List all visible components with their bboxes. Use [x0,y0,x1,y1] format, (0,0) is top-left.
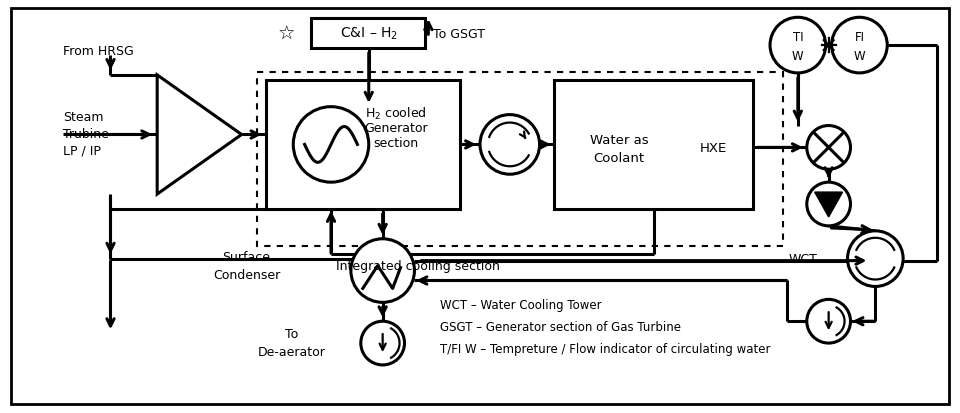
Text: Generator: Generator [364,121,427,134]
Circle shape [770,18,826,74]
Text: WCT: WCT [789,252,818,266]
Text: C&I – H$_2$: C&I – H$_2$ [340,26,397,42]
Circle shape [806,126,851,170]
Text: TI: TI [793,31,804,43]
Text: From HRSG: From HRSG [62,45,133,57]
Text: Water as: Water as [589,134,648,147]
Text: WCT – Water Cooling Tower: WCT – Water Cooling Tower [441,299,602,312]
Text: Condenser: Condenser [213,268,280,281]
Text: section: section [373,137,419,150]
Text: To: To [285,327,298,340]
Text: To GSGT: To GSGT [433,28,486,40]
Text: T/FI W – Tempreture / Flow indicator of circulating water: T/FI W – Tempreture / Flow indicator of … [441,342,771,355]
Circle shape [361,321,404,365]
Bar [311,19,425,49]
Text: Steam
Trubine
LP / IP: Steam Trubine LP / IP [62,110,108,157]
Bar [267,81,460,209]
Bar [555,81,754,209]
Bar [256,73,783,246]
Text: De-aerator: De-aerator [257,345,325,358]
Circle shape [806,183,851,226]
Text: HXE: HXE [700,142,727,154]
Text: FI: FI [854,31,864,43]
Circle shape [350,239,415,303]
Text: W: W [853,50,865,62]
Text: H$_2$ cooled: H$_2$ cooled [365,105,426,121]
Text: Integrated cooling section: Integrated cooling section [336,259,500,272]
Polygon shape [815,192,843,217]
Text: W: W [792,50,804,62]
Circle shape [848,231,903,287]
Circle shape [831,18,887,74]
Text: ☆: ☆ [277,25,295,43]
Circle shape [293,107,369,183]
Text: Surface: Surface [223,251,271,263]
Circle shape [806,300,851,343]
Text: GSGT – Generator section of Gas Turbine: GSGT – Generator section of Gas Turbine [441,320,682,333]
Circle shape [480,115,540,175]
Text: Coolant: Coolant [593,152,644,164]
